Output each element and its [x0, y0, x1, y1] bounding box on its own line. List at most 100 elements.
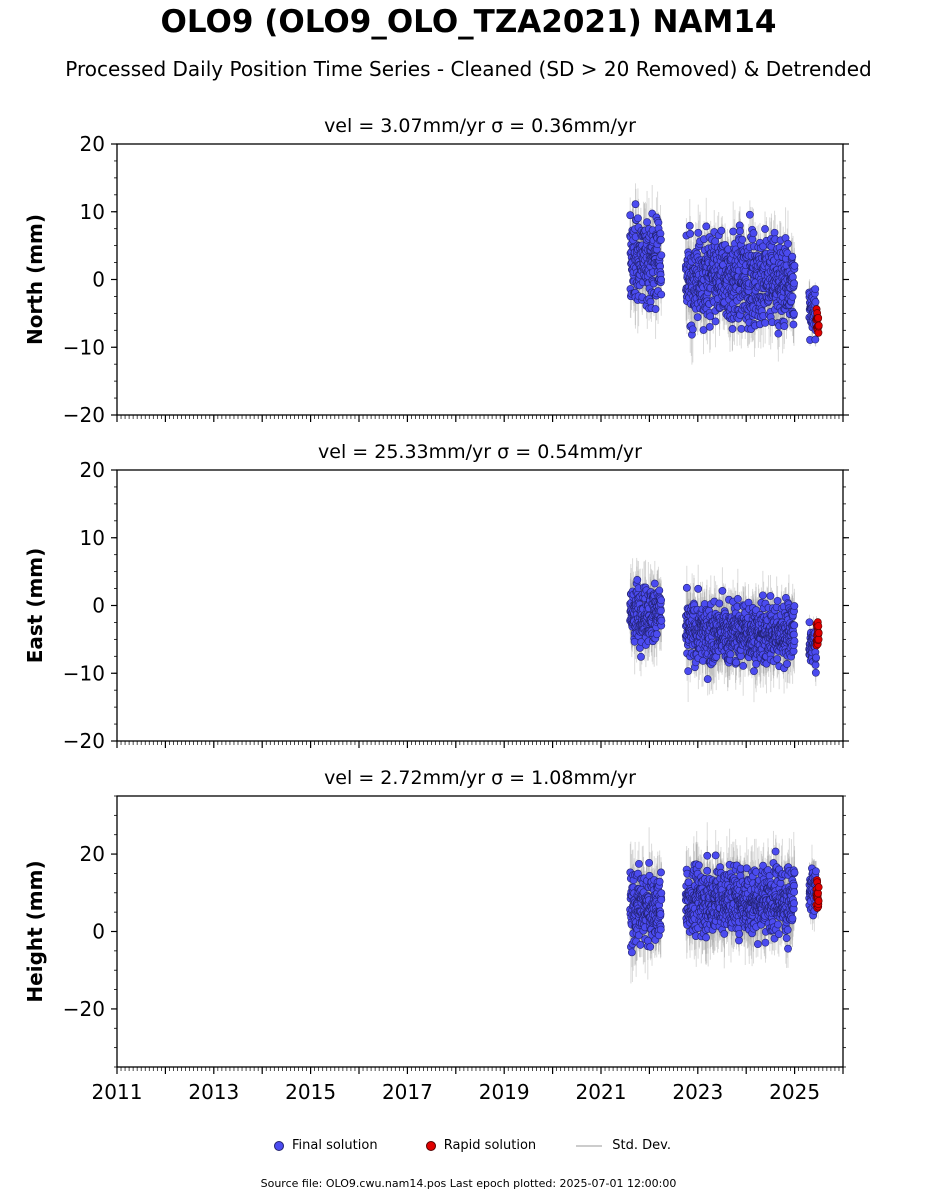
final-solution-point	[688, 325, 697, 334]
height-panel: vel = 2.72mm/yr σ = 1.08mm/yr Height (mm)…	[23, 767, 849, 1104]
final-solution-point	[790, 279, 798, 288]
final-solution-point	[699, 326, 708, 334]
final-solution-point	[737, 324, 746, 333]
final-solution-point	[717, 226, 726, 235]
final-solution-point	[783, 660, 791, 668]
final-solution-point	[715, 599, 724, 608]
final-solution-point	[780, 322, 789, 331]
final-solution-point	[811, 668, 820, 677]
final-solution-point	[657, 251, 666, 260]
final-solution-point	[633, 576, 642, 584]
rapid-solution-point	[814, 629, 823, 637]
final-solution-point	[657, 616, 666, 625]
final-solution-point	[784, 239, 792, 248]
final-solution-point	[790, 621, 799, 630]
final-solution-point	[728, 325, 737, 333]
final-solution-point	[705, 322, 714, 331]
final-solution-point	[732, 658, 741, 667]
panel-title: vel = 25.33mm/yr σ = 0.54mm/yr	[318, 441, 642, 463]
final-solution-point	[758, 591, 767, 600]
final-solution-point	[686, 229, 695, 238]
data-points	[626, 576, 823, 683]
panel-title: vel = 3.07mm/yr σ = 0.36mm/yr	[324, 115, 636, 137]
final-solution-point	[718, 586, 727, 595]
final-solution-point	[811, 285, 820, 294]
final-solution-point	[694, 584, 703, 593]
final-solution-point	[745, 210, 754, 219]
final-solution-point	[685, 221, 694, 230]
final-solution-point	[657, 606, 665, 615]
y-axis-label: North (mm)	[23, 214, 47, 345]
final-solution-point	[773, 596, 782, 605]
final-solution-point	[774, 329, 783, 338]
rapid-solution-point	[814, 314, 823, 322]
final-solution-point	[739, 661, 748, 670]
final-solution-point	[805, 618, 814, 627]
final-solution-point	[811, 298, 820, 306]
final-solution-point	[634, 214, 642, 223]
final-solution-point	[694, 228, 703, 237]
final-solution-point	[761, 225, 769, 233]
final-solution-point	[729, 227, 738, 236]
final-solution-point	[812, 653, 821, 662]
final-solution-point	[789, 320, 798, 329]
rapid-solution-point	[814, 622, 823, 631]
final-solution-point	[790, 602, 799, 610]
y-axis-label: East (mm)	[23, 548, 47, 664]
y-tick-label: 20	[80, 458, 105, 482]
final-solution-point	[788, 292, 797, 301]
final-solution-point	[788, 273, 797, 281]
y-tick-label: 0	[92, 594, 105, 618]
rapid-solution-point	[814, 635, 823, 644]
final-solution-point	[693, 313, 702, 322]
final-solution-point	[626, 211, 635, 220]
y-tick-label: 0	[92, 268, 105, 292]
final-solution-point	[790, 309, 798, 318]
final-solution-point	[684, 667, 693, 676]
final-solution-point	[643, 218, 651, 227]
final-solution-point	[790, 630, 798, 639]
panel-title: vel = 2.72mm/yr σ = 1.08mm/yr	[324, 767, 636, 789]
y-tick-label: −10	[63, 335, 105, 359]
final-solution-point	[736, 227, 744, 236]
final-solution-point	[726, 650, 735, 659]
data-layer	[626, 822, 823, 984]
y-tick-label: 10	[80, 200, 105, 224]
y-tick-label: −20	[63, 403, 105, 427]
figure-title: OLO9 (OLO9_OLO_TZA2021) NAM14	[160, 4, 777, 40]
final-solution-point	[773, 655, 782, 663]
final-solution-point	[750, 667, 758, 676]
east-panel: vel = 25.33mm/yr σ = 0.54mm/yr East (mm) −…	[23, 441, 849, 753]
figure-subtitle: Processed Daily Position Time Series - C…	[65, 57, 872, 81]
y-axis-label: Height (mm)	[23, 860, 47, 1002]
y-tick-label: 20	[80, 132, 105, 156]
final-solution-point	[761, 318, 770, 327]
final-solution-point	[655, 586, 664, 595]
final-solution-point	[657, 235, 665, 244]
final-solution-point	[811, 335, 820, 344]
final-solution-point	[790, 637, 799, 646]
final-solution-point	[766, 592, 775, 600]
final-solution-point	[749, 229, 758, 238]
y-tick-label: −20	[63, 729, 105, 753]
y-tick-label: 10	[80, 526, 105, 550]
data-points	[626, 200, 823, 344]
rapid-solution-point	[814, 321, 823, 330]
final-solution-point	[650, 579, 659, 588]
final-solution-point	[770, 228, 779, 237]
final-solution-point	[738, 235, 747, 244]
final-solution-point	[706, 312, 715, 321]
final-solution-point	[631, 200, 640, 209]
final-solution-point	[702, 222, 711, 231]
final-solution-point	[657, 290, 666, 299]
data-layer	[626, 183, 823, 365]
final-solution-point	[752, 660, 761, 668]
final-solution-point	[788, 252, 797, 261]
final-solution-point	[682, 583, 691, 592]
final-solution-point	[657, 596, 666, 605]
final-solution-point	[651, 305, 660, 313]
final-solution-point	[652, 630, 661, 639]
final-solution-point	[711, 317, 720, 326]
